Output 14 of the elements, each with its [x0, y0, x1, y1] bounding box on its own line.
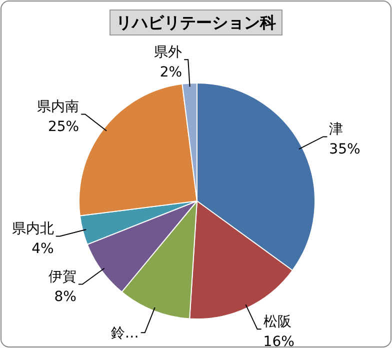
slice-label: 県内南 [37, 99, 80, 116]
slice-label: 松阪 [263, 314, 292, 330]
slice-label: 県外 [154, 44, 182, 61]
slice-label: 鈴… [110, 326, 139, 342]
data-label: 8% [54, 289, 76, 306]
slice-label: 県内北 [12, 221, 54, 238]
data-label: 16% [263, 334, 294, 348]
data-label: 2% [160, 64, 182, 81]
data-label: 25% [48, 119, 80, 136]
data-label: 4% [32, 241, 54, 258]
slice-label: 津 [329, 122, 344, 138]
data-label: 35% [329, 142, 360, 158]
slice-label: 伊賀 [48, 269, 76, 286]
chart-title: リハビリテーション科 [116, 13, 276, 32]
